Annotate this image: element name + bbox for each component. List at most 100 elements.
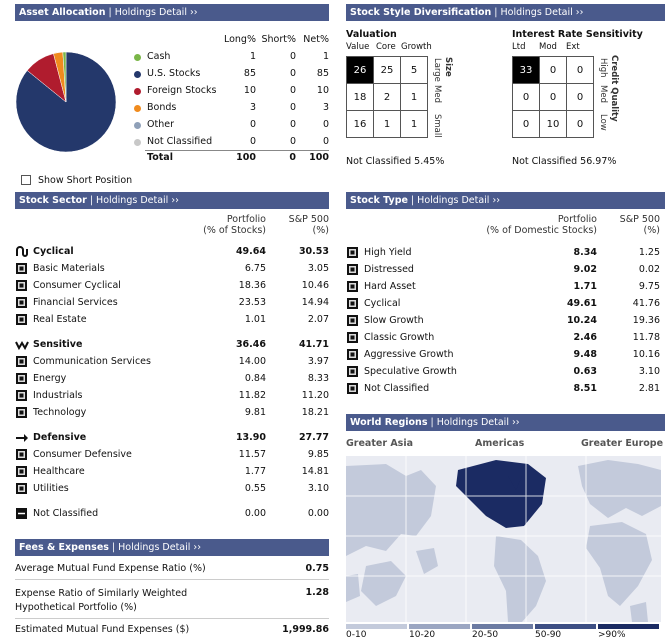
high-yield-icon: [347, 247, 358, 258]
sector-item-label: Utilities: [33, 483, 69, 494]
sector-item-portfolio: 18.36: [238, 280, 266, 291]
sector-item-label: Financial Services: [33, 297, 118, 308]
sector-item-sp500: 10.46: [301, 280, 329, 291]
technology-icon: [16, 407, 27, 418]
fee-row-avg-label: Average Mutual Fund Expense Ratio (%): [15, 563, 206, 574]
healthcare-icon: [16, 466, 27, 477]
sector-col-sp500-sub: (%): [312, 225, 329, 236]
stock-type-portfolio: 49.61: [566, 298, 597, 309]
short-col-header: Short%: [261, 34, 296, 45]
legend-label: 0-10: [346, 630, 367, 640]
fixed-cell: 0: [566, 83, 594, 111]
sector-item-portfolio: 11.82: [238, 390, 266, 401]
legend-label: >90%: [598, 630, 626, 640]
stock-type-label: Classic Growth: [364, 332, 435, 343]
sector-item-sp500: 18.21: [301, 407, 329, 418]
stock-type-portfolio: 1.71: [573, 281, 597, 292]
sector-item-sp500: 3.05: [307, 263, 329, 274]
world-regions-holdings-link[interactable]: Holdings Detail: [436, 417, 509, 428]
sector-item-label: Healthcare: [33, 466, 85, 477]
equity-cell: 2: [373, 83, 401, 111]
sector-group-portfolio: 13.90: [235, 432, 266, 443]
aa-row-short: 0: [289, 68, 296, 79]
equity-cell: 25: [373, 56, 401, 84]
stock-type-sp500: 11.78: [632, 332, 660, 343]
irs-col-mod: Mod: [539, 42, 557, 52]
aa-row-long: 1: [249, 51, 256, 62]
legend-swatch: [472, 624, 533, 629]
fixed-not-classified: Not Classified 56.97%: [512, 156, 617, 167]
slow-growth-icon: [347, 315, 358, 326]
sector-item-sp500: 3.97: [307, 356, 329, 367]
fees-holdings-link[interactable]: Holdings Detail: [118, 542, 191, 553]
aa-legend-dot: [134, 88, 141, 95]
sector-col-portfolio-sub: (% of Stocks): [203, 225, 266, 236]
aa-row-net: 1: [322, 51, 329, 62]
legend-swatch: [535, 624, 596, 629]
size-large-label: Large: [432, 58, 442, 82]
stock-type-sp500: 2.81: [638, 383, 660, 394]
stock-type-header: Stock Type | Holdings Detail ››: [346, 192, 665, 209]
sector-item-portfolio: 1.77: [244, 466, 266, 477]
show-short-checkbox[interactable]: [21, 175, 31, 185]
sector-col-sp500: S&P 500: [288, 214, 329, 225]
fixed-cell: 0: [539, 83, 567, 111]
sector-item-label: Communication Services: [33, 356, 151, 367]
aa-row-net: 10: [316, 85, 329, 96]
region-label-europe: Greater Europe: [581, 438, 664, 449]
asset-allocation-holdings-link[interactable]: Holdings Detail: [114, 7, 187, 18]
defensive-icon: [15, 432, 29, 444]
stock-sector-header: Stock Sector | Holdings Detail ››: [15, 192, 329, 209]
stock-type-portfolio: 8.34: [573, 247, 597, 258]
sector-col-portfolio: Portfolio: [226, 214, 266, 225]
equity-not-classified: Not Classified 5.45%: [346, 156, 445, 167]
speculative-growth-icon: [347, 366, 358, 377]
show-short-label[interactable]: Show Short Position: [38, 175, 133, 186]
aa-row-label: U.S. Stocks: [147, 68, 201, 79]
sensitive-icon: [15, 339, 29, 351]
sector-not-classified-portfolio: 0.00: [244, 508, 266, 519]
stock-type-sp500: 1.25: [638, 247, 660, 258]
legend-label: 50-90: [535, 630, 562, 640]
stock-style-holdings-link[interactable]: Holdings Detail: [500, 7, 573, 18]
fees-header: Fees & Expenses | Holdings Detail ››: [15, 539, 329, 556]
stock-type-holdings-link[interactable]: Holdings Detail: [417, 195, 490, 206]
sector-item-label: Technology: [33, 407, 87, 418]
irs-col-ext: Ext: [566, 42, 580, 52]
sector-item-portfolio: 11.57: [238, 449, 266, 460]
stock-type-portfolio: 8.51: [573, 383, 597, 394]
sector-not-classified-label: Not Classified: [33, 508, 99, 519]
sector-item-sp500: 14.81: [301, 466, 329, 477]
fixed-cell: 33: [512, 56, 540, 84]
stock-type-portfolio: 10.24: [566, 315, 597, 326]
aa-row-long: 85: [243, 68, 256, 79]
equity-cell: 1: [400, 83, 428, 111]
consumer-defensive-icon: [16, 449, 27, 460]
stock-type-sp500: 9.75: [638, 281, 660, 292]
distressed-icon: [347, 264, 358, 275]
legend-swatch: [346, 624, 407, 629]
basic-materials-icon: [16, 263, 27, 274]
credit-med-label: Med: [598, 85, 608, 103]
consumer-cyclical-icon: [16, 280, 27, 291]
aa-total-label: Total: [147, 152, 173, 163]
stock-type-sp500: 0.02: [638, 264, 660, 275]
sector-item-portfolio: 23.53: [238, 297, 266, 308]
sector-group-sp500: 30.53: [298, 246, 329, 257]
asset-allocation-pie: [15, 51, 117, 153]
aa-row-label: Foreign Stocks: [147, 85, 217, 96]
stock-sector-holdings-link[interactable]: Holdings Detail: [96, 195, 169, 206]
equity-style-box: 26 25 5 18 2 1 16 1 1: [346, 56, 428, 138]
credit-high-label: High: [598, 58, 608, 78]
aa-row-short: 0: [289, 51, 296, 62]
fee-row-est-label: Estimated Mutual Fund Expenses ($): [15, 624, 190, 635]
aa-legend-dot: [134, 54, 141, 61]
aa-row-short: 0: [289, 136, 296, 147]
stock-type-label: Cyclical: [364, 298, 401, 309]
aa-total-short: 0: [289, 152, 296, 163]
aa-row-long: 0: [249, 136, 256, 147]
equity-cell: 26: [346, 56, 374, 84]
not-classified-icon: [347, 383, 358, 394]
size-label: Size: [443, 57, 453, 77]
fee-row-hyp-value: 1.28: [305, 587, 329, 598]
